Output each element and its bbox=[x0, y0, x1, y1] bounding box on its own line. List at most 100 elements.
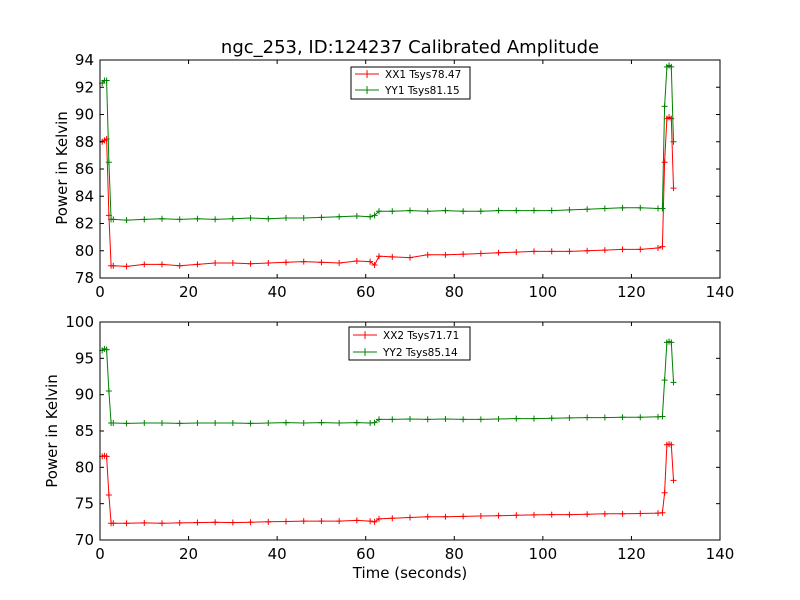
bottom-series-1-point-12 bbox=[229, 420, 236, 427]
top-series-0-point-25 bbox=[424, 251, 431, 258]
top-series-1-point-18 bbox=[336, 213, 343, 220]
bottom-series-1-point-36 bbox=[619, 414, 626, 421]
bottom-ticks-group: 0 20 40 60 80 100 120 140 70 75 80 85 90 95 100 bbox=[65, 313, 734, 563]
bottom-series-0-point-25 bbox=[424, 513, 431, 520]
bottom-xtick-label-7: 140 bbox=[706, 545, 735, 563]
bottom-series-1-point-44 bbox=[670, 379, 677, 386]
bottom-series-group bbox=[99, 338, 677, 527]
bottom-series-0-point-44 bbox=[670, 477, 677, 484]
bottom-xtick-label-0: 0 bbox=[95, 545, 105, 563]
bottom-series-1-point-40 bbox=[661, 377, 668, 384]
top-xtick-label-5: 100 bbox=[529, 283, 558, 301]
top-series-0-point-26 bbox=[442, 251, 449, 258]
bottom-subplot: Power in Kelvin Time (seconds) 0 20 40 60 80… bbox=[43, 313, 734, 582]
top-xtick-label-7: 140 bbox=[706, 283, 735, 301]
top-ytick-label-2: 82 bbox=[75, 215, 94, 233]
bottom-series-1-point-30 bbox=[513, 415, 520, 422]
bottom-series-1-point-43 bbox=[668, 339, 675, 346]
top-series-0-point-24 bbox=[407, 254, 413, 261]
top-series-1-point-28 bbox=[477, 208, 484, 215]
top-series-0-point-39 bbox=[659, 243, 666, 250]
bottom-series-0-point-11 bbox=[212, 519, 219, 526]
bottom-xtick-label-5: 100 bbox=[529, 545, 558, 563]
bottom-series-1-point-7 bbox=[141, 420, 148, 427]
bottom-series-1-point-32 bbox=[548, 415, 555, 422]
top-series-1-point-29 bbox=[495, 207, 502, 214]
top-series-0-point-34 bbox=[584, 247, 591, 254]
top-series-0-point-16 bbox=[300, 258, 307, 265]
top-series-0-point-11 bbox=[212, 260, 219, 267]
top-series-0-point-14 bbox=[265, 260, 272, 267]
bottom-series-1-point-27 bbox=[460, 416, 467, 423]
bottom-series-0-point-30 bbox=[513, 512, 520, 519]
bottom-series-1-point-22 bbox=[376, 416, 382, 423]
top-legend: + XX1 Tsys78.47 + YY1 Tsys81.15 bbox=[350, 66, 471, 100]
top-series-1-point-15 bbox=[283, 215, 289, 222]
bottom-series-0-point-35 bbox=[601, 510, 608, 517]
top-series-1-point-12 bbox=[229, 215, 236, 222]
top-series-0-point-29 bbox=[495, 249, 502, 256]
bottom-series-0-point-18 bbox=[336, 518, 343, 525]
top-series-1-point-9 bbox=[176, 216, 183, 223]
top-series-0-point-23 bbox=[389, 253, 396, 260]
top-series-1-point-27 bbox=[460, 208, 467, 215]
top-ytick-label-7: 92 bbox=[75, 78, 94, 96]
top-series-0-point-15 bbox=[283, 259, 289, 266]
top-series-0-point-38 bbox=[655, 245, 661, 252]
top-ytick-label-8: 94 bbox=[75, 51, 94, 69]
bottom-series-0-point-23 bbox=[389, 515, 396, 522]
top-xtick-label-4: 80 bbox=[445, 283, 464, 301]
bottom-series-0-point-2 bbox=[103, 453, 110, 460]
bottom-series-1-point-19 bbox=[353, 419, 360, 426]
top-series-1-point-37 bbox=[637, 204, 644, 211]
bottom-series-0-point-14 bbox=[265, 518, 272, 525]
top-ytick-label-0: 78 bbox=[75, 269, 94, 287]
top-series-0-point-8 bbox=[159, 261, 165, 268]
top-series-1-point-32 bbox=[548, 207, 555, 214]
bottom-series-0-point-6 bbox=[123, 520, 130, 527]
top-subplot: ngc_253, ID:124237 Calibrated Amplitude … bbox=[53, 37, 734, 301]
bottom-xtick-label-4: 80 bbox=[445, 545, 464, 563]
top-series-1-point-39 bbox=[659, 205, 666, 212]
legend-label-xx1: XX1 Tsys78.47 bbox=[385, 69, 461, 81]
top-series-1-point-40 bbox=[661, 103, 668, 110]
bottom-series-0-point-22 bbox=[376, 515, 382, 522]
chart-title: ngc_253, ID:124237 Calibrated Amplitude bbox=[221, 37, 599, 58]
top-ytick-label-5: 88 bbox=[75, 133, 94, 151]
top-series-0-point-6 bbox=[123, 263, 130, 270]
top-ytick-label-3: 84 bbox=[75, 187, 94, 205]
top-series-1-point-21 bbox=[371, 212, 378, 219]
top-xtick-label-2: 40 bbox=[268, 283, 287, 301]
bottom-series-0-point-37 bbox=[637, 510, 644, 517]
bottom-ytick-label-3: 85 bbox=[75, 422, 94, 440]
top-series-0-point-9 bbox=[176, 262, 183, 269]
bottom-series-1-point-24 bbox=[407, 416, 413, 423]
bottom-series-0-point-8 bbox=[159, 520, 165, 527]
legend-label-yy1: YY1 Tsys81.15 bbox=[384, 85, 460, 97]
top-xtick-label-1: 20 bbox=[179, 283, 198, 301]
top-series-1-point-7 bbox=[141, 216, 148, 223]
top-series-0-point-21 bbox=[371, 262, 378, 269]
bottom-series-0-point-33 bbox=[566, 511, 573, 518]
top-series-0-point-27 bbox=[460, 251, 467, 258]
bottom-legend: + XX2 Tsys71.71 + YY2 Tsys85.14 bbox=[348, 326, 471, 361]
bottom-series-0-point-16 bbox=[300, 518, 307, 525]
bottom-series-1-point-35 bbox=[601, 414, 608, 421]
bottom-ytick-label-5: 95 bbox=[75, 349, 94, 367]
top-xtick-label-6: 120 bbox=[617, 283, 646, 301]
bottom-series-1-point-17 bbox=[318, 419, 325, 426]
top-ticks-group: 0 20 40 60 80 100 120 140 78 80 82 84 86 88 90 92 94 bbox=[75, 51, 734, 301]
legend-label-yy2: YY2 Tsys85.14 bbox=[382, 347, 458, 359]
bottom-series-1-point-10 bbox=[194, 420, 201, 427]
legend-marker-xx1: + bbox=[362, 67, 372, 81]
top-series-1-point-30 bbox=[513, 207, 520, 214]
top-series-1-point-26 bbox=[442, 207, 449, 214]
top-series-1-point-14 bbox=[265, 215, 272, 222]
x-axis-label: Time (seconds) bbox=[352, 564, 468, 582]
bottom-series-0-point-12 bbox=[229, 519, 236, 526]
bottom-series-1-point-2 bbox=[103, 346, 110, 353]
bottom-series-1-point-6 bbox=[123, 420, 130, 427]
bottom-series-0-point-39 bbox=[659, 509, 666, 516]
top-series-1-point-22 bbox=[376, 208, 382, 215]
top-series-1-point-6 bbox=[123, 217, 130, 224]
